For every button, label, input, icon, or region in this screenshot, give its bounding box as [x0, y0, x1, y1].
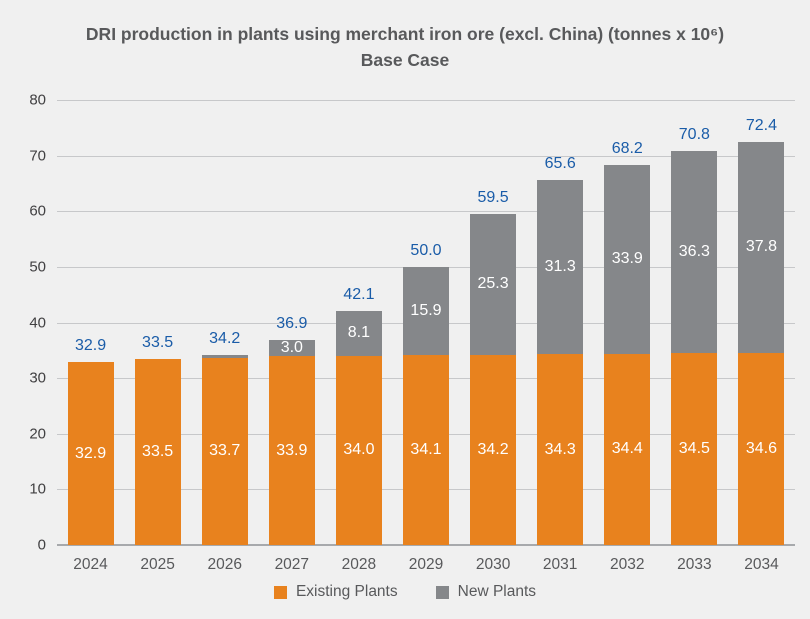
legend-label-new-plants: New Plants [457, 583, 537, 600]
x-tick-label-2028: 2028 [341, 556, 377, 573]
bar-2027-new: 3.0 [268, 339, 315, 357]
segment-value-label: 15.9 [410, 302, 442, 320]
x-tick-label-2025: 2025 [140, 556, 175, 573]
y-tick-label-80: 80 [29, 91, 46, 109]
bar-2029-existing: 34.1 [403, 355, 449, 545]
x-tick-label-2034: 2034 [744, 556, 779, 573]
total-value-label-2031: 65.6 [544, 155, 576, 173]
bar-2026-new [201, 354, 248, 358]
segment-value-label: 33.9 [611, 250, 643, 268]
chart-title-line2: Base Case [360, 50, 450, 70]
segment-value-label: 3.0 [280, 339, 303, 357]
bar-2033-new: 36.3 [671, 151, 718, 354]
bar-2030-existing: 34.2 [470, 354, 517, 545]
bar-2030-new: 25.3 [470, 214, 517, 355]
y-tick-label-60: 60 [29, 202, 46, 220]
bar-2032-new: 33.9 [604, 165, 651, 354]
total-value-label-2030: 59.5 [477, 189, 509, 207]
bar-2033-existing: 34.5 [671, 353, 718, 545]
segment-value-label: 8.1 [347, 324, 371, 342]
x-tick-label-2030: 2030 [475, 556, 511, 573]
y-tick-label-0: 0 [37, 536, 46, 554]
legend-item-new-plants: New Plants [435, 583, 537, 601]
gridline-60 [57, 211, 795, 213]
total-value-label-2027: 36.9 [276, 314, 308, 332]
segment-value-label: 34.3 [544, 440, 576, 458]
bar-2025-existing: 33.5 [134, 358, 181, 545]
y-tick-label-50: 50 [29, 258, 46, 276]
total-value-label-2028: 42.1 [343, 285, 375, 303]
segment-value-label: 31.3 [544, 258, 576, 276]
bar-2032-existing: 34.4 [604, 353, 651, 545]
total-value-label-2024: 32.9 [74, 337, 107, 354]
segment-value-label: 33.5 [142, 442, 174, 460]
bar-2034-new: 37.8 [738, 142, 785, 353]
x-tick-label-2033: 2033 [677, 556, 712, 573]
chart-title-line1: DRI production in plants using merchant … [85, 24, 725, 44]
segment-value-label: 33.7 [209, 442, 241, 460]
segment-value-label: 32.9 [74, 444, 107, 462]
x-tick-label-2031: 2031 [542, 556, 578, 573]
chart-legend: Existing Plants New Plants [0, 583, 810, 601]
bar-2026-existing: 33.7 [201, 357, 248, 545]
legend-label-existing-plants: Existing Plants [295, 583, 398, 600]
bar-2027-existing: 33.9 [268, 356, 315, 545]
x-tick-label-2032: 2032 [610, 556, 645, 573]
new-plants-swatch-icon [435, 585, 449, 599]
segment-value-label: 36.3 [678, 243, 710, 261]
x-tick-label-2027: 2027 [274, 556, 310, 573]
bar-2029-new: 15.9 [403, 266, 449, 356]
segment-value-label: 34.2 [477, 440, 509, 458]
x-tick-label-2029: 2029 [408, 556, 444, 573]
chart-title: DRI production in plants using merchant … [0, 21, 810, 73]
total-value-label-2029: 50.0 [410, 241, 442, 259]
total-value-label-2025: 33.5 [142, 333, 174, 351]
bar-2024-existing: 32.9 [67, 362, 114, 545]
total-value-label-2034: 72.4 [745, 117, 778, 135]
y-tick-label-40: 40 [29, 314, 46, 331]
x-axis-line [57, 544, 795, 546]
y-tick-label-10: 10 [29, 480, 46, 498]
segment-value-label: 34.5 [678, 440, 710, 458]
bar-2031-new: 31.3 [537, 180, 584, 355]
segment-value-label: 34.6 [745, 439, 778, 457]
segment-value-label: 37.8 [745, 238, 778, 256]
y-tick-label-20: 20 [29, 425, 46, 443]
bar-2028-existing: 34.0 [335, 355, 382, 545]
plot-area: 32.9 32.9 2024 33.5 33.5 2025 33.7 34.2 2026 33.9… [57, 100, 795, 573]
bar-2028-new: 8.1 [335, 310, 382, 356]
total-value-label-2033: 70.8 [678, 126, 710, 144]
x-tick-label-2024: 2024 [73, 556, 108, 573]
segment-value-label: 34.0 [343, 441, 375, 459]
gridline-70 [57, 155, 795, 157]
legend-item-existing-plants: Existing Plants [273, 583, 398, 601]
y-tick-label-30: 30 [29, 369, 46, 387]
total-value-label-2032: 68.2 [611, 140, 643, 158]
x-tick-label-2026: 2026 [207, 556, 242, 573]
segment-value-label: 34.4 [611, 440, 643, 458]
segment-value-label: 34.1 [410, 441, 442, 459]
total-value-label-2026: 34.2 [209, 329, 241, 347]
y-axis: 0 10 20 30 40 50 60 70 80 [0, 0, 46, 619]
gridline-80 [57, 100, 795, 101]
y-tick-label-70: 70 [29, 147, 46, 165]
existing-plants-swatch-icon [273, 585, 287, 599]
segment-value-label: 25.3 [477, 275, 509, 293]
bar-2031-existing: 34.3 [537, 354, 584, 545]
segment-value-label: 33.9 [276, 441, 308, 459]
bar-2034-existing: 34.6 [738, 352, 785, 545]
